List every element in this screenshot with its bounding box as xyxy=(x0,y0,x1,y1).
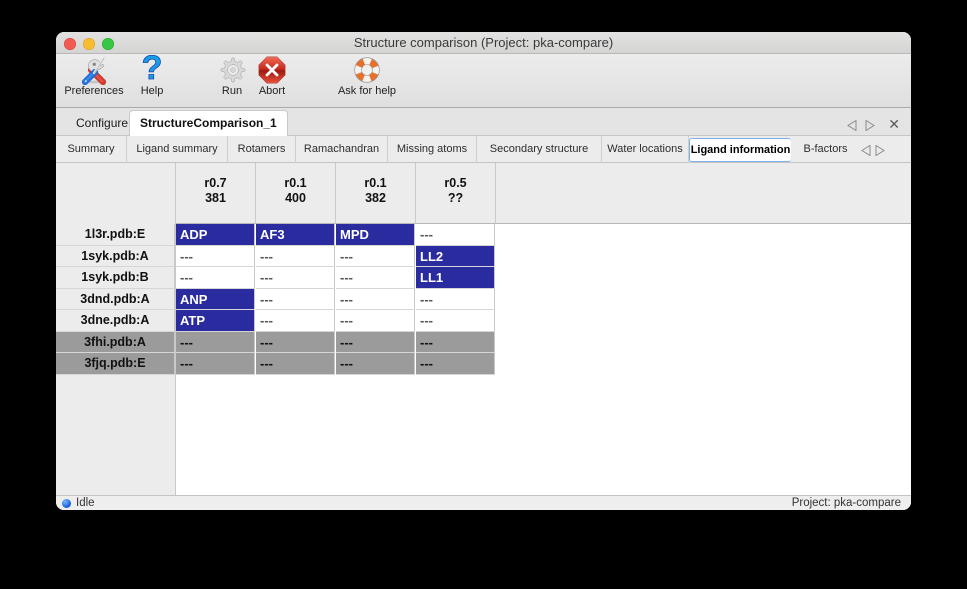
svg-text:?: ? xyxy=(142,55,163,85)
